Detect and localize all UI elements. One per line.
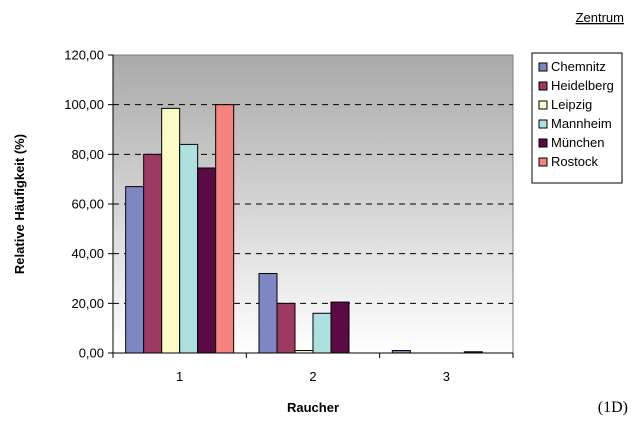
bar-rostock-1 xyxy=(215,104,235,354)
bar-heidelberg-1 xyxy=(143,153,163,354)
y-axis-ticks: 0,00 20,00 40,00 60,00 80,00 100,00 120,00 xyxy=(64,48,113,361)
legend-swatch xyxy=(538,62,548,72)
legend-swatch xyxy=(538,119,548,129)
bar-m-nchen-2 xyxy=(330,301,350,354)
legend-swatch xyxy=(538,157,548,167)
y-tick-label: 40,00 xyxy=(71,246,104,261)
y-tick-label: 80,00 xyxy=(71,147,104,162)
legend: Chemnitz Heidelberg Leipzig Mannheim München… xyxy=(531,52,623,184)
y-tick-label: 100,00 xyxy=(64,97,104,112)
y-tick-label: 20,00 xyxy=(71,296,104,311)
x-axis-title: Raucher xyxy=(287,400,339,415)
bar-leipzig-1 xyxy=(161,107,181,354)
bar-heidelberg-2 xyxy=(276,302,296,354)
legend-swatch xyxy=(538,138,548,148)
legend-label: München xyxy=(551,135,604,150)
y-tick-label: 120,00 xyxy=(64,48,104,63)
x-axis-ticks: 1 2 3 xyxy=(112,353,514,384)
bar-mannheim-1 xyxy=(179,143,199,354)
bar-m-nchen-1 xyxy=(197,167,217,354)
y-tick-label: 0,00 xyxy=(79,346,104,361)
legend-label: Rostock xyxy=(551,154,598,169)
y-axis-title: Relative Häufigkeit (%) xyxy=(12,134,27,274)
legend-swatch xyxy=(538,100,548,110)
legend-swatch xyxy=(538,81,548,91)
x-tick-label: 2 xyxy=(309,369,316,384)
legend-label: Mannheim xyxy=(551,116,612,131)
bar-mannheim-2 xyxy=(312,312,332,354)
chart-corner-title: Zentrum xyxy=(576,10,624,25)
x-tick-label: 1 xyxy=(176,369,183,384)
legend-label: Heidelberg xyxy=(551,78,614,93)
legend-label: Chemnitz xyxy=(551,59,606,74)
y-tick-label: 60,00 xyxy=(71,197,104,212)
legend-label: Leipzig xyxy=(551,97,592,112)
bar-chemnitz-2 xyxy=(258,273,278,354)
bars xyxy=(125,104,483,354)
x-tick-label: 3 xyxy=(443,369,450,384)
bar-chemnitz-1 xyxy=(125,186,145,354)
figure-label: (1D) xyxy=(598,399,628,416)
